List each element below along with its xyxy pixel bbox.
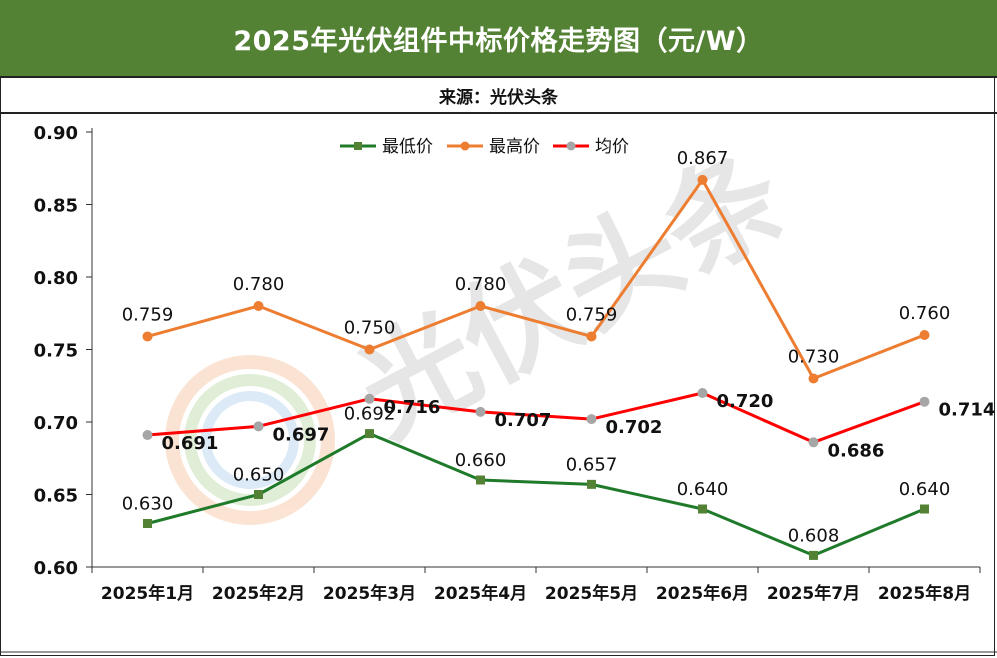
line-chart: 光伏头条 0.600.650.700.750.800.850.902025年1月… [0,123,997,653]
data-point [920,504,929,514]
data-label: 0.707 [495,410,552,431]
data-point [143,519,152,528]
series-line [147,432,926,557]
data-point [365,429,374,439]
data-point [364,344,375,355]
data-point [142,331,153,342]
legend-label: 最低价 [382,137,433,157]
data-label: 0.750 [344,318,396,339]
x-tick-label: 2025年7月 [767,583,860,604]
x-tick-label: 2025年6月 [656,583,749,604]
data-label: 0.692 [344,404,396,425]
data-label: 0.714 [939,400,996,421]
x-tick-label: 2025年3月 [323,583,416,604]
data-label: 0.660 [455,450,507,471]
source-bar: 来源：光伏头条 [0,78,997,114]
title-bar: 2025年光伏组件中标价格走势图（元/W） [0,0,997,78]
series-line [147,391,926,444]
data-point [476,475,485,485]
chart-title: 2025年光伏组件中标价格走势图（元/W） [233,25,764,57]
data-point [698,504,707,514]
data-point [697,388,708,398]
data-label: 0.640 [677,479,729,500]
y-tick-label: 0.80 [34,268,78,289]
legend-label: 最高价 [489,137,540,157]
data-point [475,301,486,311]
legend-marker [460,141,470,151]
data-point [586,414,597,425]
data-label: 0.697 [273,424,330,445]
data-point [364,393,375,404]
data-label: 0.686 [828,440,885,461]
data-label: 0.650 [233,465,285,486]
data-point [142,430,153,441]
data-label: 0.657 [566,454,618,475]
watermark-logo [165,355,335,525]
data-point [808,437,819,448]
data-point [808,373,819,384]
data-label: 0.759 [122,304,174,325]
legend-label: 均价 [595,137,629,157]
data-point [697,174,708,185]
x-tick-label: 2025年2月 [212,583,305,604]
data-point [254,490,263,499]
data-label: 0.760 [899,303,951,324]
data-label: 0.630 [122,494,174,515]
data-point [475,406,486,417]
y-tick-label: 0.90 [34,123,78,144]
data-label: 0.640 [899,479,951,500]
data-point [586,331,597,342]
data-label: 0.608 [788,525,840,546]
x-tick-label: 2025年1月 [101,583,194,604]
data-point [919,396,930,407]
y-tick-label: 0.75 [34,341,78,362]
data-point [587,479,596,489]
x-tick-label: 2025年5月 [545,583,638,604]
data-label: 0.716 [384,397,441,418]
series-layer: 0.759 0.780 0.750 0.780 0.759 0.867 0.730 0.760… [122,148,996,560]
y-tick-label: 0.85 [34,196,78,217]
data-point [809,550,818,560]
data-label: 0.702 [606,417,663,438]
data-point [253,421,264,432]
source-label: 来源：光伏头条 [439,87,558,108]
y-tick-label: 0.70 [34,413,78,434]
data-label: 0.691 [162,433,219,454]
legend-marker [566,141,576,151]
legend: 最低价 最高价 均价 [340,137,629,157]
data-label: 0.780 [233,274,285,295]
data-label: 0.780 [455,274,507,295]
data-point [253,301,264,311]
series-line [147,178,926,380]
y-tick-label: 0.60 [34,558,78,579]
data-label: 0.759 [566,304,618,325]
x-tick-label: 2025年4月 [434,583,527,604]
data-label: 0.720 [717,391,774,412]
legend-marker [354,142,362,150]
data-label: 0.867 [677,148,729,169]
data-point [919,330,930,340]
data-label: 0.730 [788,347,840,368]
x-tick-label: 2025年8月 [878,583,971,604]
axes: 0.60 0.65 0.70 0.75 0.80 0.85 0.90 2025年1月 2025年… [0,123,997,653]
y-tick-label: 0.65 [34,486,78,507]
